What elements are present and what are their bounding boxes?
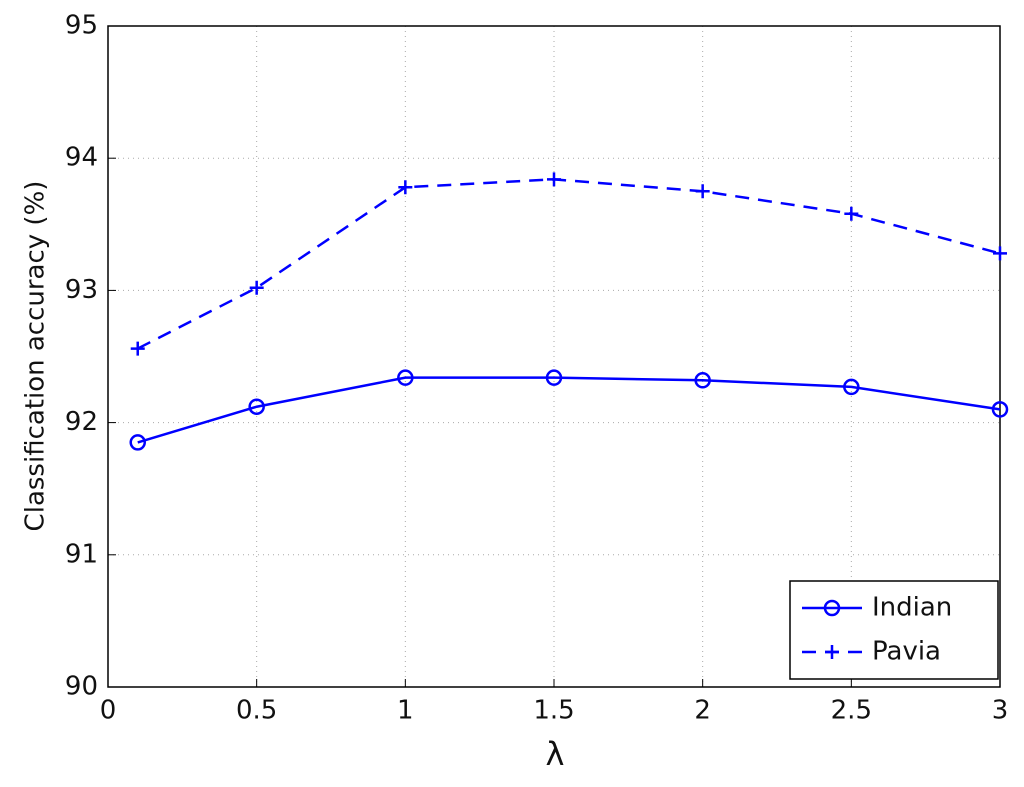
marker — [843, 378, 860, 396]
x-tick-label: 1.5 — [533, 696, 574, 726]
x-tick-label: 3 — [992, 696, 1009, 726]
marker — [248, 398, 265, 415]
y-tick-label: 92 — [65, 407, 98, 437]
legend-marker — [823, 599, 841, 617]
marker — [398, 180, 413, 195]
x-tick-label: 0.5 — [236, 696, 277, 726]
marker — [694, 372, 711, 389]
y-tick-label: 95 — [65, 11, 98, 41]
marker — [129, 434, 146, 451]
marker — [991, 401, 1009, 418]
y-tick-label: 94 — [65, 143, 98, 173]
plot-frame — [107, 25, 1001, 688]
x-tick-label: 2 — [694, 696, 711, 726]
y-tick-label: 91 — [65, 539, 98, 569]
legend-marker — [825, 645, 839, 659]
y-tick-label: 93 — [65, 275, 98, 305]
legend-label: Indian — [872, 593, 952, 623]
marker — [545, 369, 563, 386]
x-tick-label: 1 — [397, 696, 414, 726]
legend-label: Pavia — [872, 637, 941, 667]
y-axis-label: Classification accuracy (%) — [21, 181, 51, 532]
marker — [993, 246, 1007, 261]
x-axis-label: λ — [546, 735, 565, 773]
x-tick-label: 2.5 — [831, 696, 872, 726]
marker — [844, 206, 859, 221]
series-line — [137, 376, 1001, 444]
marker — [249, 280, 264, 295]
marker — [547, 172, 561, 187]
y-tick-label: 90 — [65, 672, 98, 702]
marker — [695, 184, 710, 199]
marker — [130, 341, 145, 356]
x-tick-label: 0 — [100, 696, 117, 726]
legend-box — [789, 580, 999, 680]
marker — [397, 369, 414, 386]
